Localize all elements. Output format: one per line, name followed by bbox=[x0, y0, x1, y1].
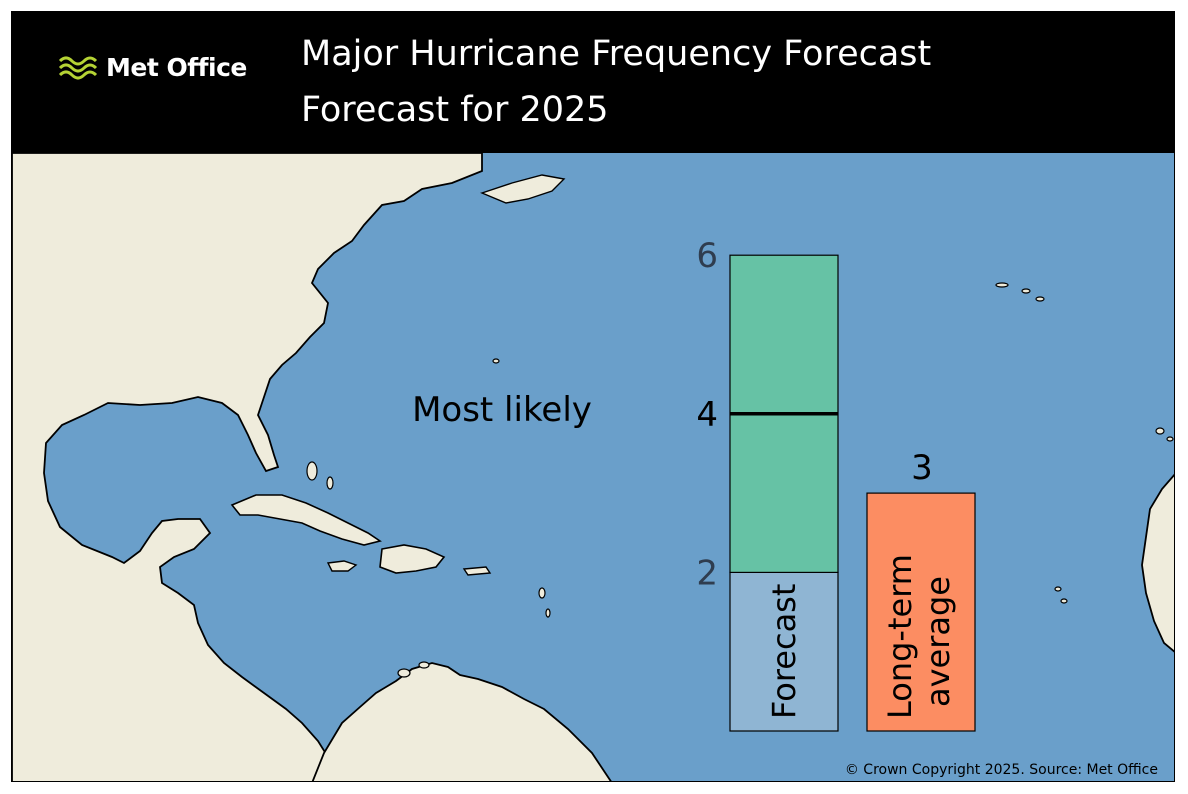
long-term-average-label: Long-term average bbox=[881, 544, 957, 719]
tick-label-most-likely: 4 bbox=[696, 395, 718, 435]
met-office-logo: Met Office bbox=[58, 52, 247, 82]
tick-label-high: 6 bbox=[696, 236, 718, 276]
copyright-notice: © Crown Copyright 2025. Source: Met Offi… bbox=[844, 762, 1158, 778]
land-north-america bbox=[12, 153, 483, 781]
chart-layer: Most likely 2 4 6 3 Forecast Long-term a… bbox=[412, 236, 976, 732]
met-office-logo-icon bbox=[58, 56, 98, 80]
tick-label-low: 2 bbox=[696, 553, 718, 593]
long-term-average-label-line1: Long-term bbox=[881, 554, 919, 719]
long-term-average-value: 3 bbox=[911, 448, 933, 488]
land-south-america bbox=[311, 662, 612, 781]
logo-text: Met Office bbox=[106, 52, 247, 82]
land-puerto-rico bbox=[462, 566, 492, 576]
most-likely-annotation: Most likely bbox=[412, 390, 592, 430]
land-cuba bbox=[230, 494, 382, 546]
land-small-islands bbox=[306, 282, 1174, 678]
long-term-average-bar bbox=[866, 492, 976, 732]
header-bar: Met Office Major Hurricane Frequency For… bbox=[12, 12, 1174, 153]
figure-frame: Met Office Major Hurricane Frequency For… bbox=[11, 11, 1175, 782]
forecast-bar-label: Forecast bbox=[765, 584, 803, 719]
land-hispaniola bbox=[379, 544, 446, 574]
land-nova-scotia bbox=[480, 174, 566, 204]
land-africa bbox=[1141, 473, 1174, 653]
land-jamaica bbox=[326, 560, 358, 572]
long-term-average-label-line2: average bbox=[919, 576, 957, 707]
forecast-base-bar bbox=[729, 571, 839, 732]
atlantic-map: Most likely 2 4 6 3 Forecast Long-term a… bbox=[12, 153, 1174, 781]
chart-title: Major Hurricane Frequency Forecast bbox=[301, 34, 932, 74]
chart-subtitle: Forecast for 2025 bbox=[301, 90, 609, 130]
